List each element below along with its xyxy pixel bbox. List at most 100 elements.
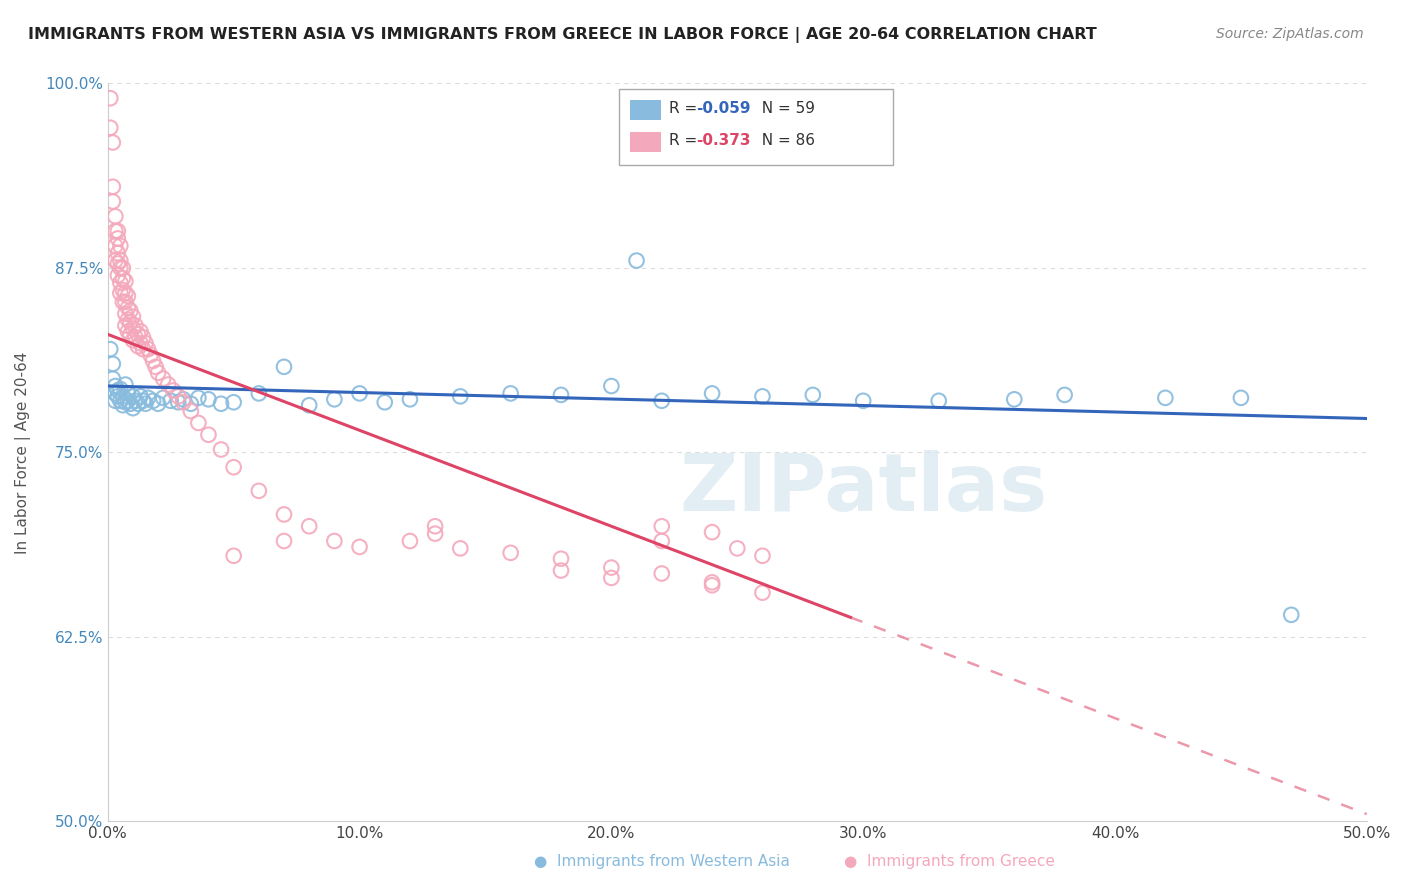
Point <box>117 312 139 326</box>
Point <box>449 389 471 403</box>
Point <box>129 336 152 351</box>
Point <box>135 397 157 411</box>
Point <box>120 397 142 411</box>
Point <box>600 571 623 585</box>
Point <box>101 179 124 194</box>
Point <box>107 231 129 245</box>
Point <box>114 377 136 392</box>
Point <box>349 540 371 554</box>
Point <box>120 303 142 318</box>
Point <box>104 393 127 408</box>
Point <box>172 392 194 407</box>
Point <box>107 224 129 238</box>
Point <box>222 460 245 475</box>
Point <box>499 546 522 560</box>
Text: R =: R = <box>669 134 703 148</box>
Point <box>110 286 132 301</box>
Point <box>349 386 371 401</box>
Point <box>122 321 145 335</box>
Point <box>120 327 142 342</box>
Point <box>209 442 232 457</box>
Point <box>122 310 145 324</box>
Point <box>751 585 773 599</box>
Point <box>104 224 127 238</box>
Point <box>172 395 194 409</box>
Point <box>187 416 209 430</box>
Point <box>101 371 124 385</box>
Point <box>700 386 723 401</box>
Point <box>111 260 134 275</box>
Point <box>117 301 139 315</box>
Point <box>1154 391 1177 405</box>
Point <box>117 289 139 303</box>
Point <box>129 389 152 403</box>
Point <box>162 384 184 398</box>
Point <box>751 389 773 403</box>
Point <box>187 391 209 405</box>
Text: Source: ZipAtlas.com: Source: ZipAtlas.com <box>1216 27 1364 41</box>
Text: ●  Immigrants from Western Asia: ● Immigrants from Western Asia <box>534 854 790 869</box>
Point <box>107 246 129 260</box>
Text: -0.059: -0.059 <box>696 102 751 116</box>
Point <box>651 393 673 408</box>
Point <box>110 253 132 268</box>
Text: N = 59: N = 59 <box>752 102 815 116</box>
Point <box>117 325 139 339</box>
Point <box>423 526 446 541</box>
Point <box>107 256 129 270</box>
Point <box>145 359 167 374</box>
Point <box>1230 391 1253 405</box>
Point <box>101 357 124 371</box>
Point <box>142 354 165 368</box>
Point <box>104 386 127 401</box>
Point <box>298 519 321 533</box>
Point <box>120 316 142 330</box>
Point <box>127 327 149 342</box>
Point <box>374 395 396 409</box>
Text: IMMIGRANTS FROM WESTERN ASIA VS IMMIGRANTS FROM GREECE IN LABOR FORCE | AGE 20-6: IMMIGRANTS FROM WESTERN ASIA VS IMMIGRAN… <box>28 27 1097 43</box>
Point <box>146 397 169 411</box>
Point <box>110 393 132 408</box>
Point <box>124 393 146 408</box>
Point <box>209 397 232 411</box>
Point <box>550 388 572 402</box>
Point <box>651 519 673 533</box>
Point <box>114 274 136 288</box>
Point <box>111 294 134 309</box>
Point <box>159 393 181 408</box>
Point <box>247 386 270 401</box>
Point <box>110 276 132 290</box>
Point <box>127 339 149 353</box>
Point <box>132 330 155 344</box>
Point <box>423 519 446 533</box>
Point <box>142 393 165 408</box>
Point <box>111 271 134 285</box>
Point <box>98 91 121 105</box>
Point <box>323 392 346 407</box>
Point <box>136 391 159 405</box>
Point <box>273 534 295 549</box>
Point <box>122 401 145 416</box>
Point <box>449 541 471 556</box>
Point <box>751 549 773 563</box>
Point <box>1002 392 1025 407</box>
Point <box>114 395 136 409</box>
Point <box>146 366 169 380</box>
Point <box>122 389 145 403</box>
Point <box>111 283 134 297</box>
Point <box>1053 388 1076 402</box>
Point <box>152 371 174 385</box>
Point <box>323 534 346 549</box>
Point <box>104 209 127 223</box>
Point <box>651 566 673 581</box>
Point <box>626 253 648 268</box>
Point <box>222 549 245 563</box>
Point <box>124 330 146 344</box>
Point <box>167 395 190 409</box>
Point <box>180 404 202 418</box>
Point <box>136 342 159 356</box>
Point <box>114 286 136 301</box>
Text: -0.373: -0.373 <box>696 134 751 148</box>
Point <box>700 525 723 540</box>
Point <box>499 386 522 401</box>
